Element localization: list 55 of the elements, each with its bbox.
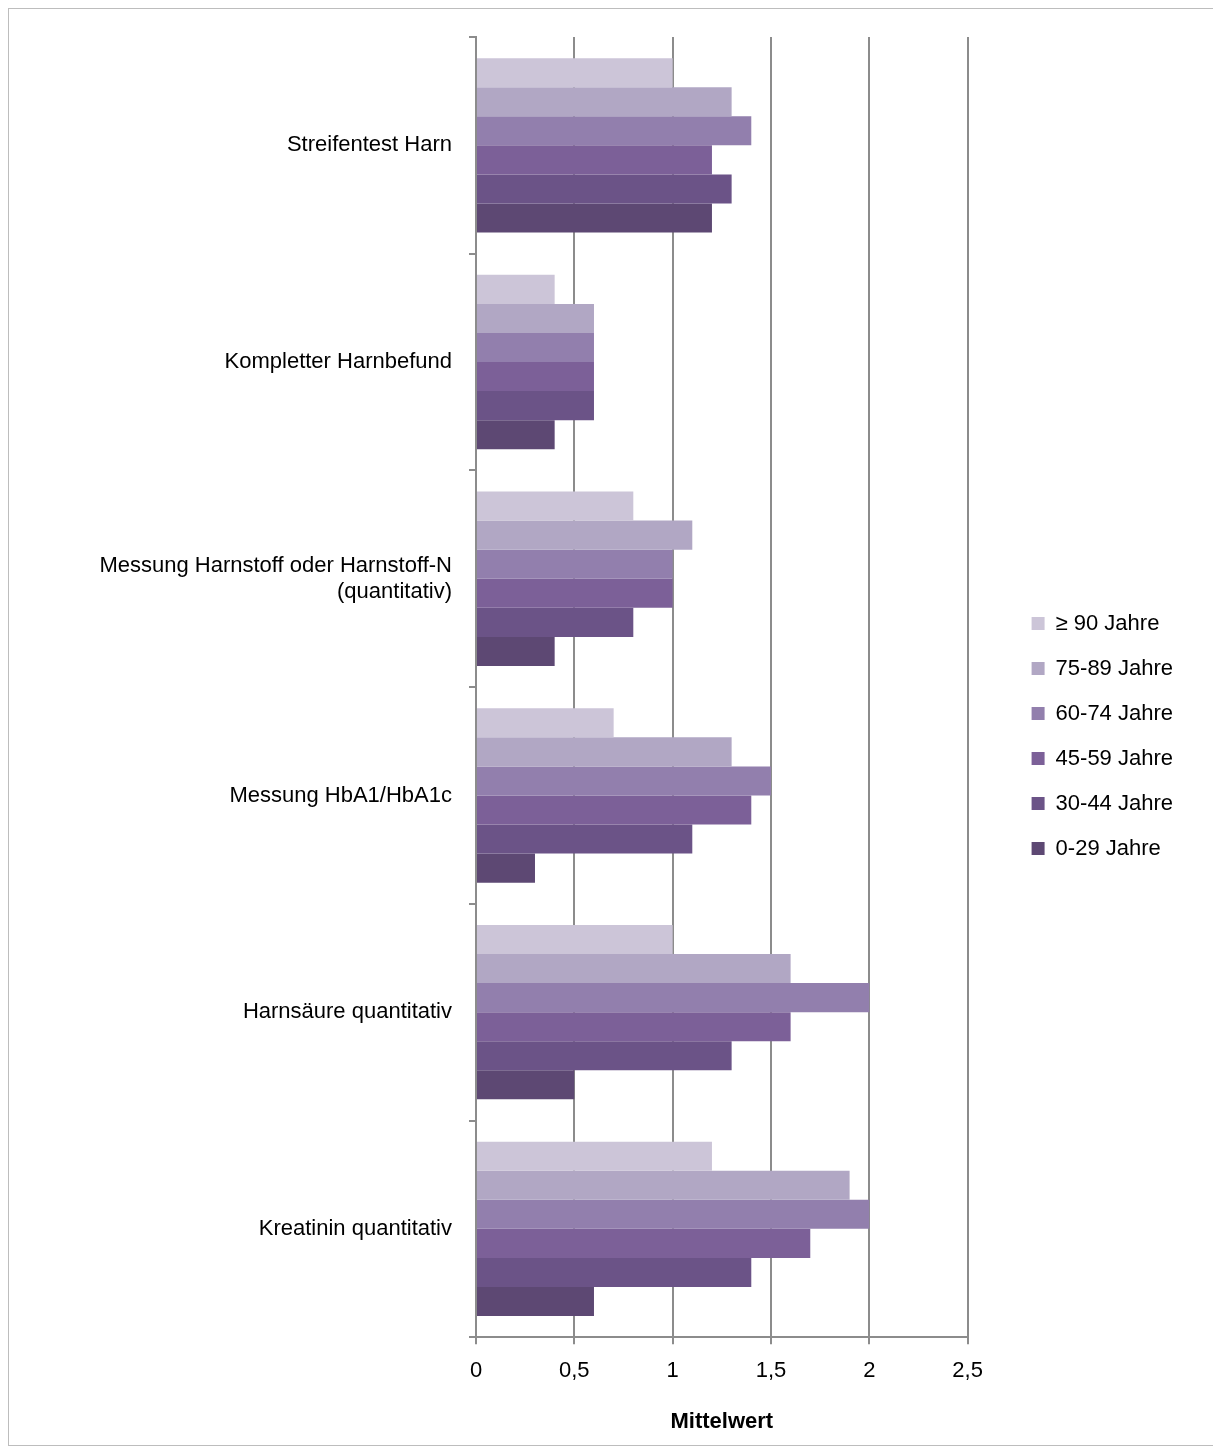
y-tick-label: Kreatinin quantitativ <box>258 1214 452 1240</box>
bar <box>477 853 535 883</box>
bar <box>477 983 870 1013</box>
bar <box>477 303 594 333</box>
bar <box>477 1012 791 1042</box>
bar <box>477 549 673 579</box>
bar <box>477 954 791 984</box>
bar <box>477 708 614 738</box>
bar <box>477 636 555 666</box>
bar <box>477 174 732 204</box>
x-tick-label: 2,5 <box>952 1357 983 1383</box>
bar <box>477 491 634 521</box>
legend-label: 30-44 Jahre <box>1055 789 1174 815</box>
bar <box>477 607 634 637</box>
legend-label: 0-29 Jahre <box>1055 834 1161 860</box>
y-tick-label: Kompletter Harnbefund <box>224 348 452 374</box>
bar <box>477 1141 712 1171</box>
bar <box>477 145 712 175</box>
bar <box>477 1199 870 1229</box>
legend-label: ≥ 90 Jahre <box>1055 609 1160 635</box>
y-tick-label: Messung HbA1/HbA1c <box>229 781 452 807</box>
y-tick-label: Harnsäure quantitativ <box>242 998 452 1024</box>
bar <box>477 332 594 363</box>
x-axis-title: Mittelwert <box>670 1407 774 1433</box>
legend-label: 45-59 Jahre <box>1055 744 1174 770</box>
bar <box>477 824 693 854</box>
x-tick-label: 1 <box>666 1357 679 1383</box>
bar <box>477 795 752 825</box>
bar <box>477 1228 811 1258</box>
x-tick-label: 1,5 <box>755 1357 787 1383</box>
bar <box>477 766 771 796</box>
bar <box>477 578 673 608</box>
bar <box>477 1257 752 1287</box>
x-tick-label: 0 <box>469 1357 483 1383</box>
bar <box>477 1070 575 1100</box>
bar <box>477 737 732 767</box>
bar <box>477 1287 594 1317</box>
bar <box>477 1170 850 1200</box>
bar <box>477 87 732 117</box>
x-tick-label: 2 <box>863 1357 876 1383</box>
bar <box>477 203 712 233</box>
y-tick-label: Messung Harnstoff oder Harnstoff-N (quantitativ) <box>99 551 452 604</box>
bar <box>477 391 594 421</box>
x-tick-label: 0,5 <box>559 1357 590 1383</box>
y-tick-label: Streifentest Harn <box>286 131 452 157</box>
legend-label: 75-89 Jahre <box>1055 654 1174 680</box>
bar <box>477 520 693 550</box>
bar <box>477 274 555 304</box>
bar <box>477 924 673 954</box>
bar <box>477 58 673 88</box>
legend-label: 60-74 Jahre <box>1055 699 1174 725</box>
bar <box>477 420 555 450</box>
bar <box>477 362 594 392</box>
bar <box>477 116 752 146</box>
bar <box>477 1041 732 1071</box>
